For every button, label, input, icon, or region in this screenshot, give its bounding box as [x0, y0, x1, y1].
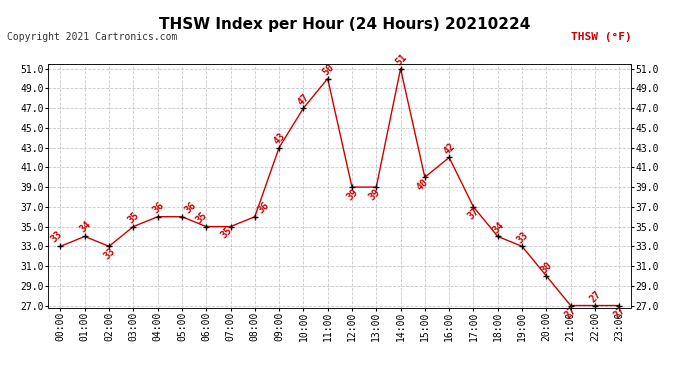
Text: 35: 35 [126, 210, 141, 226]
Text: 35: 35 [194, 210, 210, 226]
Text: 47: 47 [296, 92, 311, 107]
Text: 34: 34 [491, 220, 506, 236]
Text: 34: 34 [77, 219, 93, 234]
Text: 33: 33 [515, 230, 530, 245]
Text: 36: 36 [256, 200, 271, 216]
Text: 27: 27 [612, 305, 627, 320]
Text: 37: 37 [466, 206, 482, 222]
Text: Copyright 2021 Cartronics.com: Copyright 2021 Cartronics.com [7, 32, 177, 42]
Text: 30: 30 [539, 260, 554, 275]
Text: 33: 33 [48, 229, 63, 244]
Text: 50: 50 [320, 62, 336, 78]
Text: THSW Index per Hour (24 Hours) 20210224: THSW Index per Hour (24 Hours) 20210224 [159, 17, 531, 32]
Text: 36: 36 [150, 200, 166, 216]
Text: 33: 33 [101, 246, 117, 261]
Text: THSW (°F): THSW (°F) [571, 32, 631, 42]
Text: 27: 27 [563, 305, 579, 320]
Text: 40: 40 [415, 177, 431, 192]
Text: 42: 42 [442, 141, 457, 156]
Text: 39: 39 [345, 186, 360, 202]
Text: 36: 36 [183, 200, 199, 216]
Text: 35: 35 [218, 225, 234, 240]
Text: 27: 27 [588, 289, 603, 304]
Text: 51: 51 [393, 53, 408, 68]
Text: 39: 39 [366, 186, 382, 202]
Text: 43: 43 [272, 131, 287, 147]
